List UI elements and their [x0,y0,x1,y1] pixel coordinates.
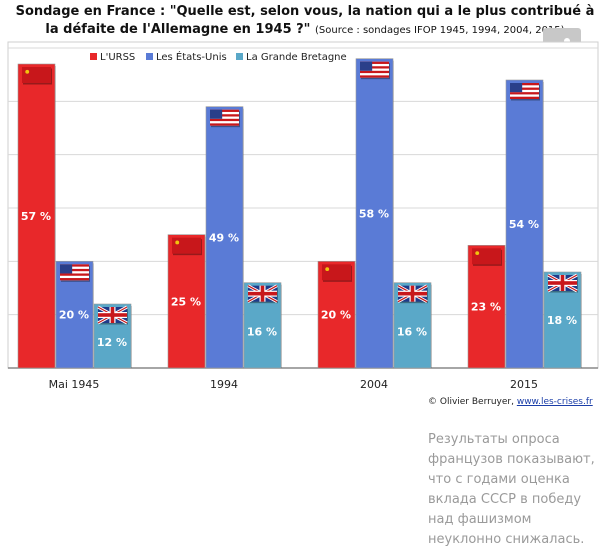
soviet-flag-icon [322,264,352,282]
uk-flag-cross-h-red [398,291,427,296]
us-flag-icon [360,61,390,80]
uk-flag-icon [547,273,578,293]
bar [167,234,206,369]
us-flag-stripe [360,66,389,69]
us-flag-stripe [60,264,89,267]
soviet-flag-icon [22,67,52,85]
data-label: 58 % [359,207,389,220]
chart-title-line-2-text: la défaite de l'Allemagne en 1945 ?" [45,22,311,37]
bar [467,245,506,369]
legend-swatch [90,53,97,60]
soviet-flag-emblem [475,251,480,256]
bar [205,106,244,369]
us-flag-icon [510,83,540,101]
uk-flag-icon [97,305,128,325]
us-flag-stripe [60,273,89,276]
data-label: 16 % [397,325,427,338]
x-tick-label: 2015 [510,378,538,391]
soviet-flag-emblem [325,267,330,272]
chart-plot: L'URSS Les États-Unis La Grande Bretagne 57… [7,41,599,391]
us-flag-stripe [510,83,539,86]
chart-figure: Sondage en France : "Quelle est, selon v… [0,4,610,407]
x-tick-label: Mai 1945 [49,378,100,391]
soviet-flag-icon [172,237,202,256]
data-label: 25 % [171,295,201,308]
us-flag-stripe [360,75,389,78]
x-tick-label: 2004 [360,378,388,391]
chart-credit: © Olivier Berruyer, www.les-crises.fr [428,397,593,407]
data-label: 23 % [471,301,501,314]
data-label: 57 % [21,210,51,223]
uk-flag-cross-h-red [248,291,277,296]
chart-source: (Source : sondages IFOP 1945, 1994, 2004… [315,25,565,36]
chart-title-line-1: Sondage en France : "Quelle est, selon v… [15,4,595,19]
uk-flag-icon [397,284,428,304]
data-label: 18 % [547,314,577,327]
data-label: 20 % [59,309,89,322]
us-flag-icon [60,264,90,282]
credit-prefix: © Olivier Berruyer, [428,397,517,407]
uk-flag-cross-h-red [548,281,577,285]
uk-flag-icon [247,284,278,304]
legend-label: La Grande Bretagne [246,52,347,63]
us-flag-stripe [210,114,239,117]
data-label: 20 % [321,309,351,322]
us-flag-canton [60,264,73,274]
legend-swatch [146,53,153,60]
soviet-flag-emblem [25,69,30,74]
data-label: 16 % [247,325,277,338]
us-flag-canton [510,83,523,93]
bar [17,63,56,369]
legend-swatch [236,53,243,60]
legend-label: L'URSS [100,52,135,63]
uk-flag-cross-h-red [98,313,127,317]
us-flag-stripe [360,70,389,74]
data-label: 12 % [97,336,127,349]
us-flag-stripe [210,118,239,122]
data-label: 49 % [209,231,239,244]
us-flag-stripe [510,92,539,95]
us-flag-stripe [210,123,239,126]
us-flag-stripe [360,61,389,64]
chart-title-line-2: la défaite de l'Allemagne en 1945 ?" (So… [0,22,610,37]
us-flag-icon [210,109,240,128]
legend-label: Les États-Unis [156,50,227,63]
soviet-flag-field [22,67,51,83]
us-flag-stripe [60,268,89,272]
soviet-flag-icon [472,248,502,266]
us-flag-canton [210,109,223,119]
bar [355,58,394,369]
soviet-flag-emblem [175,240,180,245]
credit-link[interactable]: www.les-crises.fr [516,397,593,407]
data-label: 54 % [509,218,539,231]
soviet-flag-field [322,264,351,281]
us-flag-stripe [210,109,239,112]
soviet-flag-field [472,248,501,265]
soviet-flag-field [172,237,201,254]
x-tick-label: 1994 [210,378,238,391]
us-flag-canton [360,61,373,71]
us-flag-stripe [510,96,539,99]
image-description: Результаты опроса французов показывают, … [428,432,595,547]
us-flag-stripe [60,278,89,281]
us-flag-stripe [510,87,539,90]
bar [505,79,544,369]
